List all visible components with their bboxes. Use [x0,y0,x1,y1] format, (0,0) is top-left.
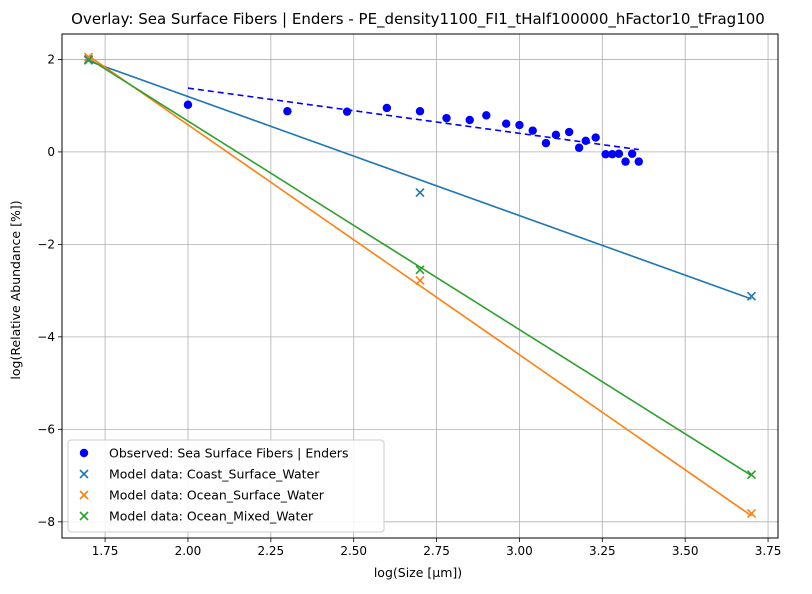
point-observed-sea-surface-fibers-enders [614,149,624,158]
x-axis-label: log(Size [µm]) [374,565,462,580]
point-model-data-ocean-surface-water [746,508,757,519]
point-observed-sea-surface-fibers-enders [621,157,630,166]
point-observed-sea-surface-fibers-enders [415,107,425,116]
legend-marker-model-data-ocean-mixed-water [79,511,89,521]
legend-marker-observed-sea-surface-fibers-enders [79,448,89,458]
point-model-data-ocean-mixed-water [83,55,94,65]
x-tick-label: 2.25 [257,544,284,558]
x-tick-label: 1.75 [92,544,119,558]
point-observed-sea-surface-fibers-enders [541,138,551,148]
point-model-data-ocean-mixed-water [415,265,425,275]
legend-box [67,439,385,533]
x-tick-label: 2.00 [175,544,202,558]
x-tick-label: 3.75 [755,544,782,558]
point-observed-sea-surface-fibers-enders [442,113,451,123]
y-tick-label: 0 [47,145,55,159]
fit-line-observed-sea-surface-fibers-enders [187,87,639,151]
legend: Observed: Sea Surface Fibers | Enders Mod… [67,439,385,533]
point-observed-sea-surface-fibers-enders [528,126,537,135]
legend-label: Model data: Ocean_Surface_Water [109,488,325,503]
point-observed-sea-surface-fibers-enders [515,120,524,130]
legend-label: Model data: Coast_Surface_Water [109,467,320,482]
point-observed-sea-surface-fibers-enders [627,149,637,158]
point-model-data-coast-surface-water [415,188,425,198]
point-observed-sea-surface-fibers-enders [382,103,392,113]
plot-frame [61,33,779,539]
point-observed-sea-surface-fibers-enders [465,115,474,125]
point-observed-sea-surface-fibers-enders [183,100,193,109]
fit-line-model-data-ocean-surface-water [88,55,752,517]
axis-ticks: 1.75 2.00 2.25 2.50 2.75 3.00 3.25 3.50 3.75 2 0 −2… [37,52,781,558]
point-observed-sea-surface-fibers-enders [634,157,643,166]
point-observed-sea-surface-fibers-enders [564,127,574,137]
point-observed-sea-surface-fibers-enders [574,143,584,152]
legend-label: Observed: Sea Surface Fibers | Enders [109,446,348,461]
point-model-data-ocean-mixed-water [746,470,757,480]
legend-marker-model-data-ocean-surface-water [79,490,89,500]
point-model-data-ocean-surface-water [415,275,425,286]
x-tick-label: 3.00 [506,544,533,558]
y-axis-label: log(Relative Abundance [%]) [8,200,23,379]
point-observed-sea-surface-fibers-enders [608,150,617,159]
point-model-data-coast-surface-water [746,291,757,301]
point-observed-sea-surface-fibers-enders [591,133,600,142]
point-observed-sea-surface-fibers-enders [283,107,292,116]
point-observed-sea-surface-fibers-enders [501,119,511,128]
fit-lines [88,55,752,517]
legend-marker-model-data-coast-surface-water [79,469,89,479]
legend-label: Model data: Ocean_Mixed_Water [109,509,314,524]
y-tick-label: −6 [37,422,55,436]
data-points [83,52,757,519]
x-tick-label: 3.50 [672,544,699,558]
x-tick-label: 3.25 [589,544,616,558]
point-observed-sea-surface-fibers-enders [581,136,590,146]
y-tick-label: −8 [37,515,55,529]
y-tick-label: −2 [37,237,55,251]
point-observed-sea-surface-fibers-enders [551,130,561,139]
fit-line-model-data-ocean-mixed-water [88,57,752,477]
x-tick-label: 2.50 [340,544,367,558]
point-observed-sea-surface-fibers-enders [342,107,352,116]
point-observed-sea-surface-fibers-enders [601,150,610,159]
chart-title: Overlay: Sea Surface Fibers | Enders - P… [71,10,765,29]
point-observed-sea-surface-fibers-enders [482,111,491,120]
x-tick-label: 2.75 [423,544,450,558]
grid [62,34,778,538]
point-model-data-ocean-surface-water [83,52,94,62]
fit-line-model-data-coast-surface-water [88,60,752,300]
y-tick-label: −4 [37,330,55,344]
y-tick-label: 2 [47,52,55,66]
